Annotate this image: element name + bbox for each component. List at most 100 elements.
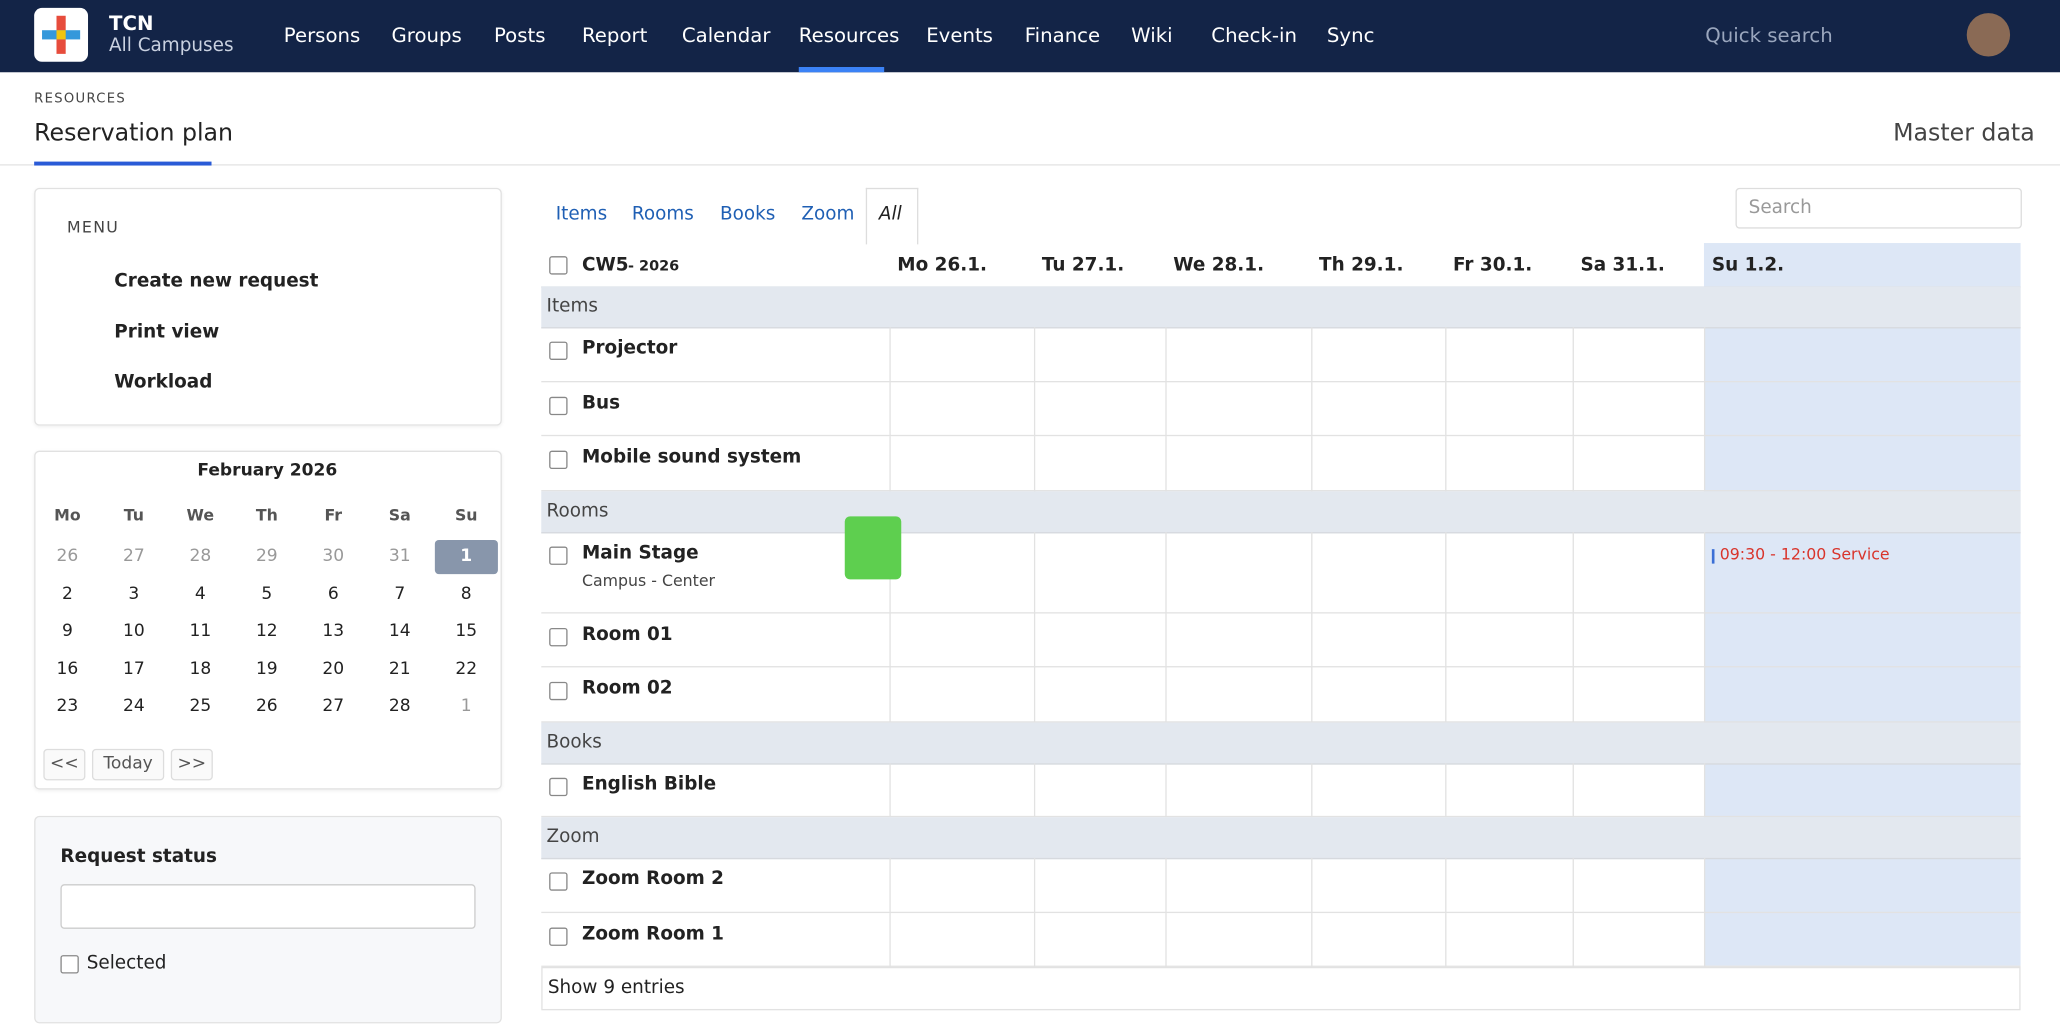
- search-box[interactable]: [1735, 187, 2022, 229]
- cell-line: [1311, 667, 1313, 722]
- logo[interactable]: [34, 7, 89, 62]
- add-reservation-button[interactable]: [844, 516, 902, 580]
- resource-name[interactable]: Projector: [582, 337, 678, 359]
- tab[interactable]: Books: [719, 203, 776, 225]
- campus-switch[interactable]: All Campuses: [109, 35, 234, 57]
- calendar-day[interactable]: 22: [455, 658, 478, 679]
- group-name: Books: [546, 731, 602, 753]
- cell-line: [1165, 327, 1167, 382]
- nav-item[interactable]: Finance: [1024, 23, 1101, 48]
- calendar-day[interactable]: 27: [322, 696, 345, 717]
- resource-name[interactable]: Zoom Room 1: [582, 922, 724, 944]
- calendar-day[interactable]: 1: [460, 696, 472, 717]
- show-entries[interactable]: Show 9 entries: [547, 977, 685, 999]
- nav-item[interactable]: Check-in: [1211, 23, 1298, 48]
- nav-item[interactable]: Posts: [493, 23, 546, 48]
- calendar-day[interactable]: 14: [388, 621, 411, 642]
- calendar-day[interactable]: 28: [189, 546, 212, 567]
- tab[interactable]: All: [878, 203, 902, 225]
- row-checkbox[interactable]: [549, 341, 568, 360]
- nav-item[interactable]: Sync: [1326, 23, 1375, 48]
- calendar-day[interactable]: 18: [189, 658, 212, 679]
- menu-item[interactable]: Print view: [114, 321, 220, 343]
- calendar-day[interactable]: 3: [128, 583, 140, 604]
- cell-line: [1703, 667, 1706, 722]
- resource-name[interactable]: Room 02: [582, 677, 673, 699]
- calendar-day[interactable]: 11: [189, 621, 212, 642]
- cell-line: [1572, 667, 1574, 722]
- cell-line: [1445, 327, 1447, 382]
- header-checkbox[interactable]: [549, 256, 568, 275]
- tab[interactable]: Zoom: [801, 203, 855, 225]
- calendar-day[interactable]: 20: [322, 658, 345, 679]
- selected-checkbox[interactable]: [60, 955, 79, 974]
- calendar-nav-button[interactable]: >>: [170, 748, 213, 781]
- cell-line: [1311, 762, 1313, 818]
- calendar-nav-button[interactable]: <<: [43, 748, 86, 781]
- resource-name[interactable]: Room 01: [582, 623, 673, 645]
- calendar-day[interactable]: 30: [322, 546, 345, 567]
- row-checkbox[interactable]: [549, 545, 568, 565]
- calendar-day[interactable]: 19: [255, 658, 278, 679]
- resource-name[interactable]: Bus: [582, 392, 621, 414]
- master-data-link[interactable]: Master data: [1893, 119, 2035, 148]
- calendar-day[interactable]: 26: [255, 696, 278, 717]
- calendar-day[interactable]: 5: [261, 583, 273, 604]
- calendar-day[interactable]: 13: [322, 621, 345, 642]
- calendar-day[interactable]: 6: [327, 583, 339, 604]
- status-select[interactable]: [60, 884, 476, 929]
- calendar-day[interactable]: 2: [61, 583, 73, 604]
- resource-name[interactable]: Mobile sound system: [582, 446, 802, 468]
- row-checkbox[interactable]: [549, 627, 568, 646]
- page-title: Reservation plan: [34, 119, 234, 148]
- row-checkbox[interactable]: [549, 872, 568, 891]
- nav-item[interactable]: Events: [926, 23, 993, 48]
- row-checkbox[interactable]: [549, 926, 568, 946]
- calendar-day[interactable]: 9: [61, 621, 73, 642]
- nav-item[interactable]: Wiki: [1131, 23, 1173, 48]
- menu-item[interactable]: Create new request: [114, 270, 319, 292]
- calendar-day[interactable]: 17: [122, 658, 145, 679]
- quick-search[interactable]: Quick search: [1705, 23, 1833, 48]
- row-checkbox[interactable]: [549, 777, 568, 796]
- calendar-day[interactable]: 4: [194, 583, 206, 604]
- calendar-day[interactable]: 24: [122, 696, 145, 717]
- calendar-day[interactable]: 8: [460, 583, 472, 604]
- row-line: [541, 434, 2021, 437]
- row-checkbox[interactable]: [549, 450, 568, 470]
- calendar-day[interactable]: 27: [122, 546, 145, 567]
- calendar-day[interactable]: 21: [388, 658, 411, 679]
- calendar-day[interactable]: 1: [434, 539, 499, 575]
- calendar-month: February 2026: [197, 461, 338, 481]
- menu-item[interactable]: Workload: [114, 371, 213, 393]
- nav-item[interactable]: Groups: [391, 23, 462, 48]
- resource-name[interactable]: Main Stage: [582, 541, 699, 563]
- calendar-day[interactable]: 25: [189, 696, 212, 717]
- cell-line: [1572, 857, 1574, 913]
- tab[interactable]: Rooms: [631, 203, 694, 225]
- calendar-day[interactable]: 10: [122, 621, 145, 642]
- nav-item[interactable]: Persons: [283, 23, 361, 48]
- day-header: Fr 30.1.: [1453, 254, 1533, 276]
- nav-item[interactable]: Resources: [798, 23, 900, 48]
- calendar-day[interactable]: 12: [255, 621, 278, 642]
- day-header: We 28.1.: [1173, 254, 1265, 276]
- resource-name[interactable]: Zoom Room 2: [582, 868, 724, 890]
- row-checkbox[interactable]: [549, 681, 568, 701]
- tab[interactable]: Items: [555, 203, 608, 225]
- calendar-day[interactable]: 28: [388, 696, 411, 717]
- calendar-day[interactable]: 26: [56, 546, 79, 567]
- resource-name[interactable]: English Bible: [582, 773, 717, 795]
- event[interactable]: 09:30 - 12:00 Service: [1719, 544, 1890, 563]
- calendar-day[interactable]: 23: [56, 696, 79, 717]
- calendar-day[interactable]: 31: [388, 546, 411, 567]
- avatar[interactable]: [1966, 13, 2011, 57]
- nav-item[interactable]: Report: [582, 23, 648, 48]
- row-checkbox[interactable]: [549, 396, 568, 415]
- calendar-day[interactable]: 29: [255, 546, 278, 567]
- nav-item[interactable]: Calendar: [681, 23, 771, 48]
- calendar-nav-button[interactable]: Today: [91, 748, 165, 781]
- calendar-day[interactable]: 7: [394, 583, 406, 604]
- calendar-day[interactable]: 15: [455, 621, 478, 642]
- calendar-day[interactable]: 16: [56, 658, 79, 679]
